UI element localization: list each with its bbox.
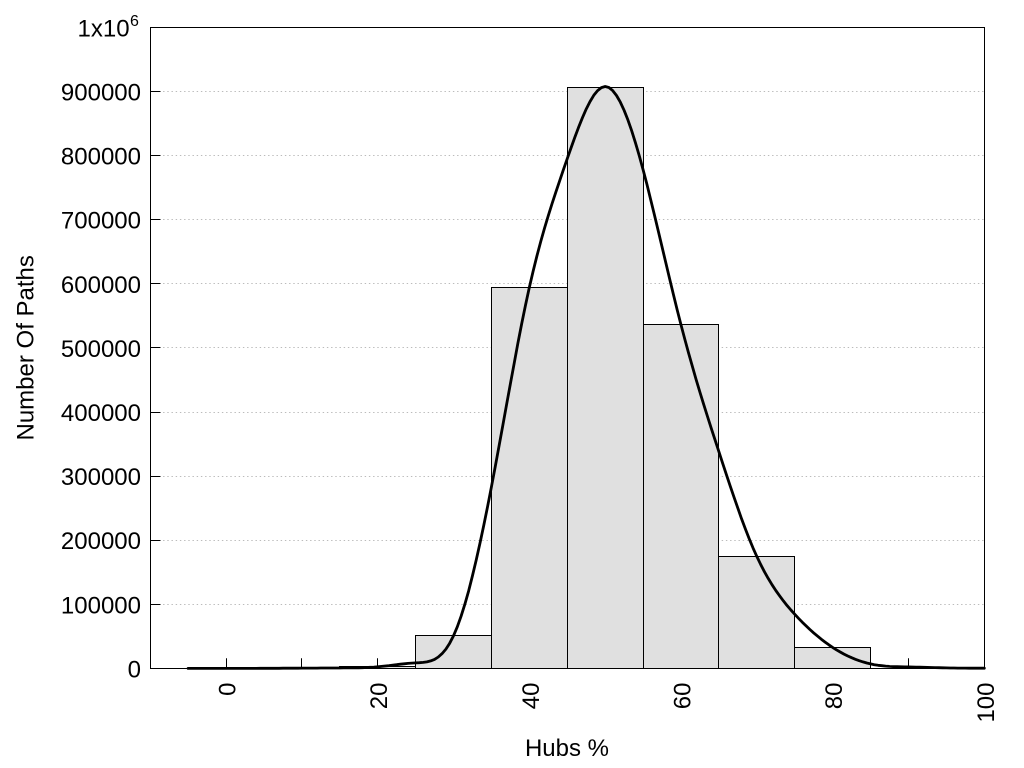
svg-text:80: 80: [821, 683, 848, 710]
svg-text:Hubs %: Hubs %: [525, 735, 609, 762]
svg-text:600000: 600000: [61, 272, 141, 299]
svg-text:800000: 800000: [61, 144, 141, 171]
svg-text:6: 6: [130, 13, 139, 30]
svg-text:Number Of Paths: Number Of Paths: [13, 255, 40, 440]
svg-text:40: 40: [518, 683, 545, 710]
svg-text:100000: 100000: [61, 592, 141, 619]
svg-text:0: 0: [215, 683, 242, 696]
svg-text:1x10: 1x10: [78, 15, 130, 42]
svg-text:100: 100: [973, 683, 1000, 723]
svg-text:300000: 300000: [61, 464, 141, 491]
svg-text:20: 20: [366, 683, 393, 710]
svg-text:700000: 700000: [61, 208, 141, 235]
svg-text:200000: 200000: [61, 528, 141, 555]
svg-text:500000: 500000: [61, 336, 141, 363]
svg-text:0: 0: [128, 656, 141, 683]
svg-text:900000: 900000: [61, 80, 141, 107]
svg-text:60: 60: [670, 683, 697, 710]
svg-text:400000: 400000: [61, 400, 141, 427]
